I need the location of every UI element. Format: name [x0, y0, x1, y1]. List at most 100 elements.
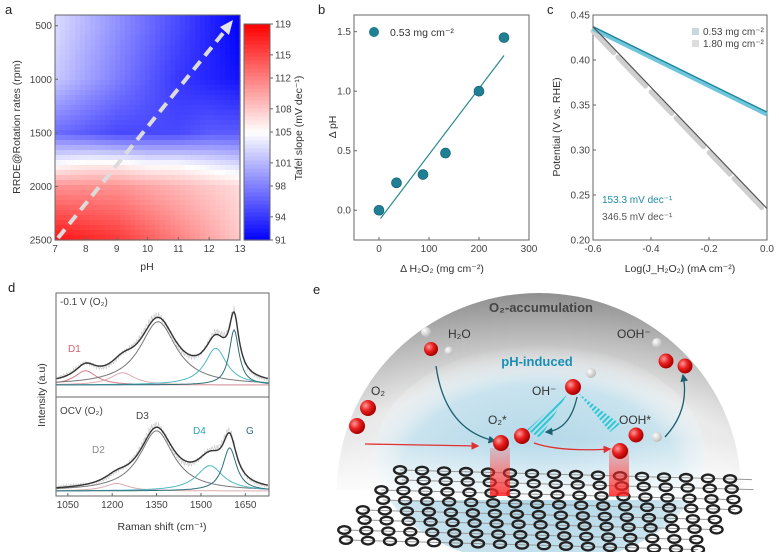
heatmap-cell: [60, 75, 66, 81]
heatmap-cell: [75, 70, 81, 76]
heatmap-cell: [190, 195, 196, 201]
heatmap-cell: [75, 110, 81, 116]
heatmap-cell: [55, 85, 61, 91]
heatmap-cell: [210, 60, 216, 66]
heatmap-cell: [125, 220, 131, 226]
heatmap-cell: [180, 25, 186, 31]
heatmap-cell: [75, 165, 81, 171]
heatmap-cell: [90, 195, 96, 201]
heatmap-cell: [155, 60, 161, 66]
carbon-bond: [399, 469, 423, 472]
legend-marker-1-80: [692, 40, 699, 47]
heatmap-cell: [225, 190, 231, 196]
heatmap-cell: [190, 210, 196, 216]
heatmap-cell: [120, 120, 126, 126]
carbon-bond: [559, 504, 582, 506]
carbon-atom: [558, 541, 574, 552]
carbon-bond: [652, 537, 675, 540]
fit-line-1-80: [592, 26, 768, 209]
heatmap-cell: [200, 70, 206, 76]
heatmap-cell: [215, 110, 221, 116]
heatmap-cell: [190, 105, 196, 111]
heatmap-cell: [90, 35, 96, 41]
heatmap-cell: [170, 15, 176, 21]
carbon-bond: [471, 501, 494, 504]
heatmap-cell: [60, 150, 66, 156]
colorbar-segment: [244, 100, 270, 105]
heatmap-cell: [60, 195, 66, 201]
heatmap-cell: [110, 60, 116, 66]
heatmap-cell: [165, 130, 171, 136]
heatmap-cell: [110, 85, 116, 91]
heatmap-cell: [65, 120, 71, 126]
heatmap-cell: [55, 140, 61, 146]
heatmap-cell: [185, 170, 191, 176]
heatmap-cell: [175, 225, 181, 231]
carbon-atom: [507, 498, 523, 509]
heatmap-cell: [85, 15, 91, 21]
carbon-atom: [619, 512, 635, 523]
heatmap-cell: [135, 55, 141, 61]
y-tick-label: 2000: [30, 182, 53, 193]
colorbar-segment: [244, 216, 270, 221]
heatmap-cell: [110, 215, 116, 221]
heatmap-cell: [130, 95, 136, 101]
heatmap-cell: [235, 105, 241, 111]
carbon-bond: [653, 547, 677, 550]
ooh-minus-label: OOH⁻: [617, 327, 651, 341]
heatmap-cell: [95, 125, 101, 131]
heatmap-cell: [215, 210, 221, 216]
y-axis-label: RRDE@Rotation rates (rpm): [11, 60, 23, 194]
heatmap-cell: [155, 185, 161, 191]
heatmap-cell: [175, 190, 181, 196]
carbon-atom: [416, 475, 431, 486]
x-tick-label: 100: [421, 244, 438, 255]
heatmap-cell: [220, 170, 226, 176]
heatmap-cell: [180, 140, 186, 146]
heatmap-cell: [145, 190, 151, 196]
heatmap-cell: [150, 95, 156, 101]
carbon-bond: [410, 531, 433, 533]
heatmap-cell: [120, 70, 126, 76]
heatmap-cell: [55, 15, 61, 21]
heatmap-cell: [230, 175, 236, 181]
heatmap-cell: [80, 125, 86, 131]
heatmap-cell: [60, 70, 66, 76]
carbon-atom: [513, 529, 528, 540]
heatmap-cell: [145, 120, 151, 126]
heatmap-cell: [80, 195, 86, 201]
heatmap-cell: [110, 145, 116, 151]
ph-induced-label: pH-induced: [501, 354, 573, 369]
raw-data-0-53: [591, 26, 769, 117]
colorbar-tick-label: 101: [275, 158, 292, 169]
colorbar-tick-label: 119: [275, 20, 291, 31]
heatmap-cell: [205, 220, 211, 226]
heatmap-cell: [210, 130, 216, 136]
o2-label: O₂: [371, 384, 385, 398]
carbon-atom: [682, 493, 697, 504]
heatmap-cell: [185, 200, 191, 206]
heatmap-cell: [100, 105, 106, 111]
heatmap-cell: [220, 155, 226, 161]
carbon-atom: [382, 536, 398, 547]
carbon-bond: [604, 516, 627, 518]
heatmap-cell: [235, 165, 241, 171]
heatmap-cell: [145, 75, 151, 81]
heatmap-cell: [185, 50, 191, 56]
heatmap-cell: [220, 230, 226, 236]
heatmap-cell: [175, 140, 181, 146]
heatmap-cell: [120, 15, 126, 21]
heatmap-cell: [195, 130, 201, 136]
heatmap-cell: [200, 130, 206, 136]
carbon-atom: [381, 526, 396, 537]
heatmap-cell: [85, 175, 91, 181]
heatmap-cell: [120, 150, 126, 156]
heatmap-cell: [225, 55, 231, 61]
carbon-atom: [448, 538, 464, 549]
heatmap-cell: [220, 95, 226, 101]
heatmap-cell: [90, 40, 96, 46]
heatmap-cell: [175, 60, 181, 66]
heatmap-cell: [140, 185, 146, 191]
heatmap-cell: [115, 205, 121, 211]
colorbar-tick-label: 94: [275, 212, 287, 223]
